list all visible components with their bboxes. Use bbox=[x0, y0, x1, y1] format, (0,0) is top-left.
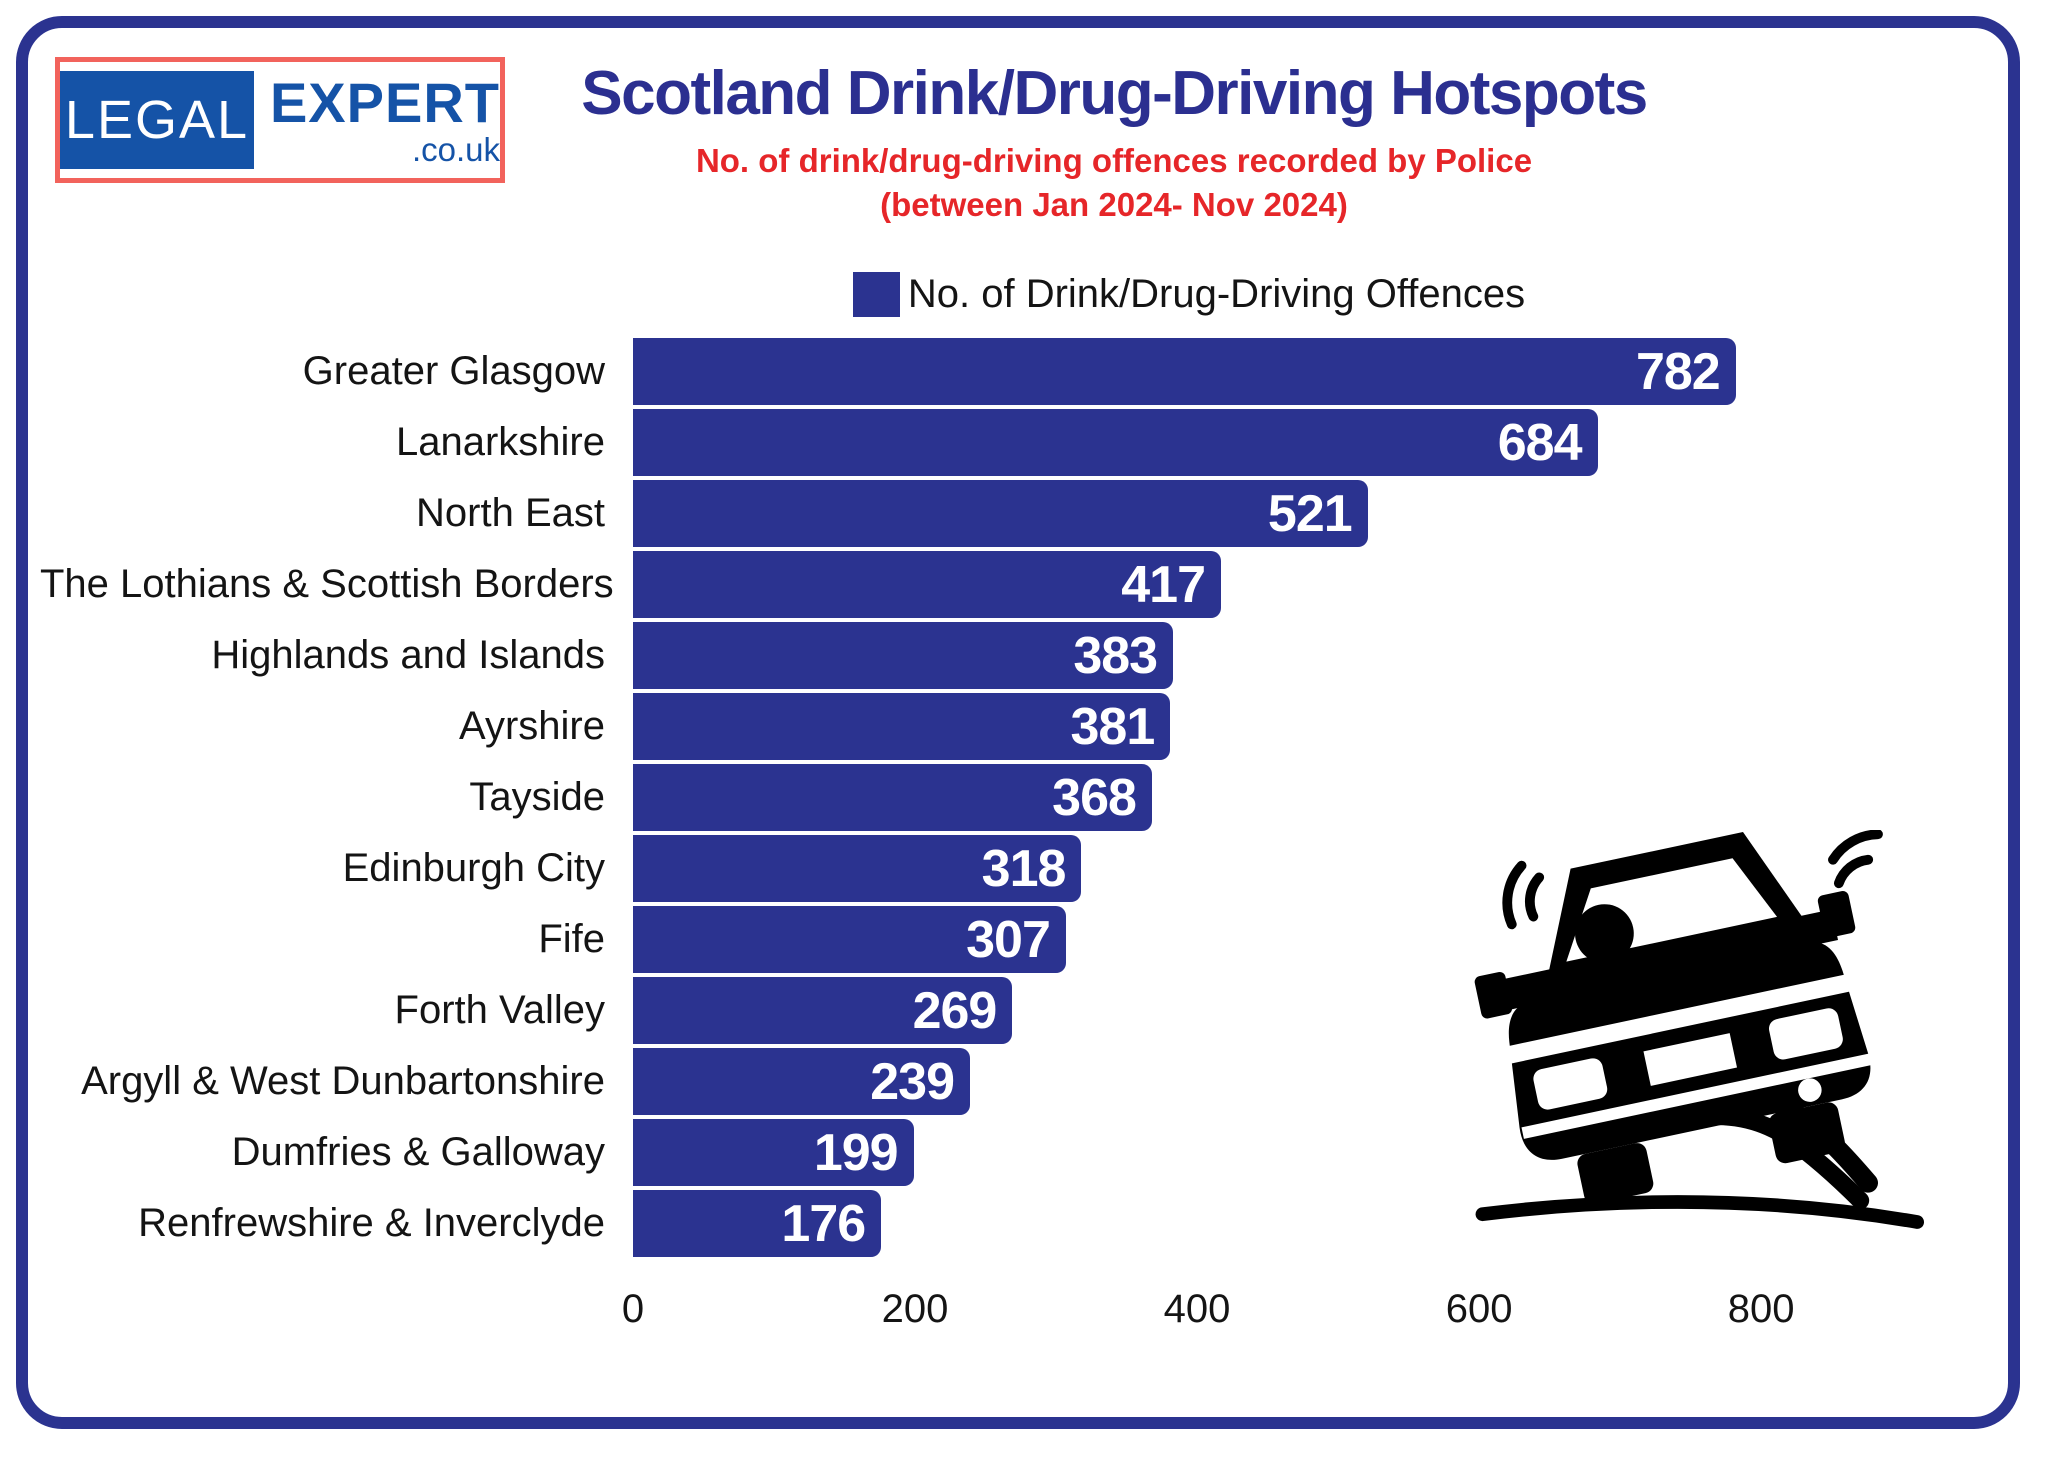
header: Scotland Drink/Drug-Driving Hotspots No.… bbox=[0, 58, 2048, 227]
bar-chart: Greater Glasgow 782 Lanarkshire 684 North Ea… bbox=[40, 338, 2022, 1347]
bar-value-label: 269 bbox=[912, 981, 998, 1040]
bar: 239 bbox=[633, 1048, 971, 1115]
bar-value-label: 383 bbox=[1073, 626, 1158, 685]
bar-track: 176 bbox=[633, 1190, 2022, 1257]
bar: 684 bbox=[633, 409, 1598, 476]
chart-subtitle-line2: (between Jan 2024- Nov 2024) bbox=[880, 186, 1348, 223]
bar-value-label: 684 bbox=[1497, 413, 1583, 472]
bar: 381 bbox=[633, 693, 1171, 760]
x-axis-tick: 0 bbox=[621, 1287, 645, 1331]
category-label: Fife bbox=[538, 917, 605, 961]
bar-value-label: 381 bbox=[1070, 697, 1156, 756]
bar: 368 bbox=[633, 764, 1152, 831]
logo-legal-text: LEGAL bbox=[60, 71, 254, 169]
bar-value-label: 782 bbox=[1635, 342, 1721, 401]
category-label: Forth Valley bbox=[394, 988, 605, 1032]
x-axis-tick: 800 bbox=[1727, 1287, 1795, 1331]
bar-value-label: 239 bbox=[870, 1052, 955, 1111]
skidding-car-icon bbox=[1474, 830, 1925, 1229]
legend-label: No. of Drink/Drug-Driving Offences bbox=[907, 272, 1526, 316]
category-label: Ayrshire bbox=[459, 704, 605, 748]
bar-track: 782 bbox=[633, 338, 2022, 405]
bar-value-label: 521 bbox=[1267, 484, 1353, 543]
bar-value-label: 368 bbox=[1052, 768, 1137, 827]
category-label: The Lothians & Scottish Borders bbox=[40, 562, 614, 606]
page-title: Scotland Drink/Drug-Driving Hotspots bbox=[581, 59, 1648, 128]
category-label: Lanarkshire bbox=[395, 420, 605, 464]
bar-value-label: 307 bbox=[966, 910, 1051, 969]
bar-track: 383 bbox=[633, 622, 2022, 689]
bar-value-label: 199 bbox=[813, 1123, 899, 1182]
category-label: Renfrewshire & Inverclyde bbox=[138, 1201, 605, 1245]
logo-domain-suffix: .co.uk bbox=[411, 130, 500, 168]
category-label: Dumfries & Galloway bbox=[231, 1130, 605, 1174]
bar: 521 bbox=[633, 480, 1368, 547]
bar-track: 239 bbox=[633, 1048, 2022, 1115]
bar: 318 bbox=[633, 835, 1082, 902]
logo-expert-text: EXPERT bbox=[269, 70, 500, 134]
bar-track: 199 bbox=[633, 1119, 2022, 1186]
category-label: Edinburgh City bbox=[342, 846, 605, 890]
bar: 307 bbox=[633, 906, 1066, 973]
x-axis-tick: 600 bbox=[1445, 1287, 1513, 1331]
bar-track: 684 bbox=[633, 409, 2022, 476]
logo-right-block: EXPERT .co.uk bbox=[269, 70, 500, 168]
x-axis: 0 200 400 600 800 bbox=[622, 1287, 2022, 1347]
x-axis-tick: 400 bbox=[1163, 1287, 1231, 1331]
bar-value-label: 417 bbox=[1121, 555, 1206, 614]
bar-track: 381 bbox=[633, 693, 2022, 760]
legend-swatch bbox=[852, 272, 900, 317]
bar-track: 521 bbox=[633, 480, 2022, 547]
legal-expert-logo: LEGAL EXPERT .co.uk bbox=[55, 57, 505, 183]
category-label: North East bbox=[416, 491, 605, 535]
bar-track: 368 bbox=[633, 764, 2022, 831]
bar-rows: Greater Glasgow 782 Lanarkshire 684 North Ea… bbox=[40, 338, 2022, 1257]
chart-subtitle-line1: No. of drink/drug-driving offences recor… bbox=[695, 142, 1533, 179]
bar: 383 bbox=[633, 622, 1174, 689]
category-label: Argyll & West Dunbartonshire bbox=[81, 1059, 605, 1103]
bar: 782 bbox=[633, 338, 1736, 405]
bar: 269 bbox=[633, 977, 1013, 1044]
x-axis-tick: 200 bbox=[881, 1287, 949, 1331]
bar-track: 269 bbox=[633, 977, 2022, 1044]
bar-value-label: 318 bbox=[981, 839, 1067, 898]
bar-track: 307 bbox=[633, 906, 2022, 973]
bar-value-label: 176 bbox=[781, 1194, 866, 1253]
category-label: Highlands and Islands bbox=[211, 633, 605, 677]
bar-track: 417 bbox=[633, 551, 2022, 618]
category-label: Tayside bbox=[469, 775, 605, 819]
bar: 199 bbox=[633, 1119, 914, 1186]
legend: No. of Drink/Drug-Driving Offences bbox=[0, 272, 2048, 317]
bar: 417 bbox=[633, 551, 1222, 618]
bar-track: 318 bbox=[633, 835, 2022, 902]
bar: 176 bbox=[633, 1190, 882, 1257]
category-label: Greater Glasgow bbox=[302, 349, 605, 393]
